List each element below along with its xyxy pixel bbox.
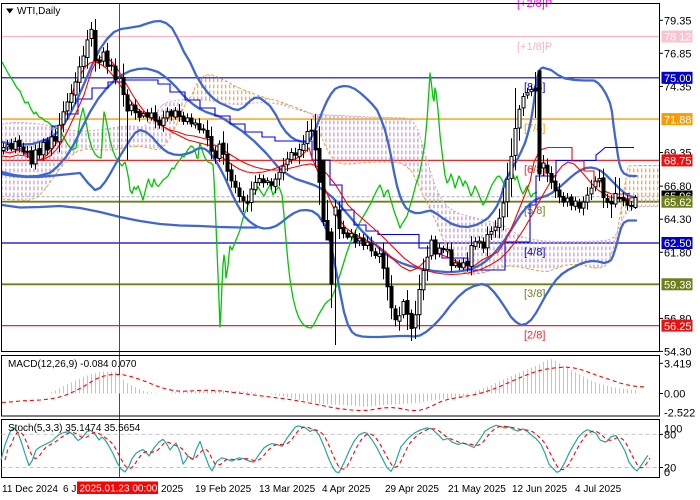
svg-text:0: 0 xyxy=(664,467,670,479)
svg-text:76.85: 76.85 xyxy=(664,48,692,60)
svg-text:[+1/8]P: [+1/8]P xyxy=(517,41,552,53)
svg-text:19 Feb 2025: 19 Feb 2025 xyxy=(195,484,252,495)
svg-text:4 Jul 2025: 4 Jul 2025 xyxy=(575,484,622,495)
svg-text:3.419: 3.419 xyxy=(664,359,692,371)
svg-text:64.30: 64.30 xyxy=(664,214,692,226)
svg-text:78.12: 78.12 xyxy=(664,32,692,44)
svg-text:21 May 2025: 21 May 2025 xyxy=(448,484,506,495)
svg-text:[3/8]: [3/8] xyxy=(524,288,545,300)
svg-text:2025.01.23 00:00: 2025.01.23 00:00 xyxy=(80,484,158,495)
svg-text:59.38: 59.38 xyxy=(664,280,692,292)
svg-text:66.80: 66.80 xyxy=(664,181,692,193)
svg-text:[+2/8]P: [+2/8]P xyxy=(517,0,552,10)
svg-text:Stoch(5,3,3) 35.1474 35.5654: Stoch(5,3,3) 35.1474 35.5654 xyxy=(8,423,141,434)
svg-text:56.25: 56.25 xyxy=(664,321,692,333)
svg-text:2025: 2025 xyxy=(161,484,184,495)
svg-text:74.35: 74.35 xyxy=(664,81,692,93)
svg-text:100: 100 xyxy=(664,424,682,436)
svg-text:MACD(12,26,9) -0.084 0.070: MACD(12,26,9) -0.084 0.070 xyxy=(8,359,137,370)
svg-text:75.00: 75.00 xyxy=(664,73,692,85)
svg-text:[4/8]: [4/8] xyxy=(524,247,545,259)
svg-text:12 Jun 2025: 12 Jun 2025 xyxy=(512,484,567,495)
svg-text:0.00: 0.00 xyxy=(664,389,685,401)
svg-text:54.30: 54.30 xyxy=(664,346,692,358)
svg-text:13 Mar 2025: 13 Mar 2025 xyxy=(259,484,316,495)
svg-text:29 Apr 2025: 29 Apr 2025 xyxy=(385,484,439,495)
svg-text:80: 80 xyxy=(664,429,676,441)
svg-text:WTI,Daily: WTI,Daily xyxy=(17,6,60,17)
svg-text:6 J: 6 J xyxy=(63,484,76,495)
svg-text:11 Dec 2024: 11 Dec 2024 xyxy=(2,484,58,495)
svg-text:61.80: 61.80 xyxy=(664,247,692,259)
svg-text:4 Apr 2025: 4 Apr 2025 xyxy=(322,484,371,495)
svg-text:65.62: 65.62 xyxy=(664,197,692,209)
svg-text:[2/8]: [2/8] xyxy=(524,330,545,342)
svg-text:71.88: 71.88 xyxy=(664,114,692,126)
svg-text:-2.522: -2.522 xyxy=(664,408,695,420)
svg-text:62.50: 62.50 xyxy=(664,238,692,250)
svg-text:20: 20 xyxy=(664,463,676,475)
svg-text:68.75: 68.75 xyxy=(664,156,692,168)
svg-text:79.35: 79.35 xyxy=(664,15,692,27)
